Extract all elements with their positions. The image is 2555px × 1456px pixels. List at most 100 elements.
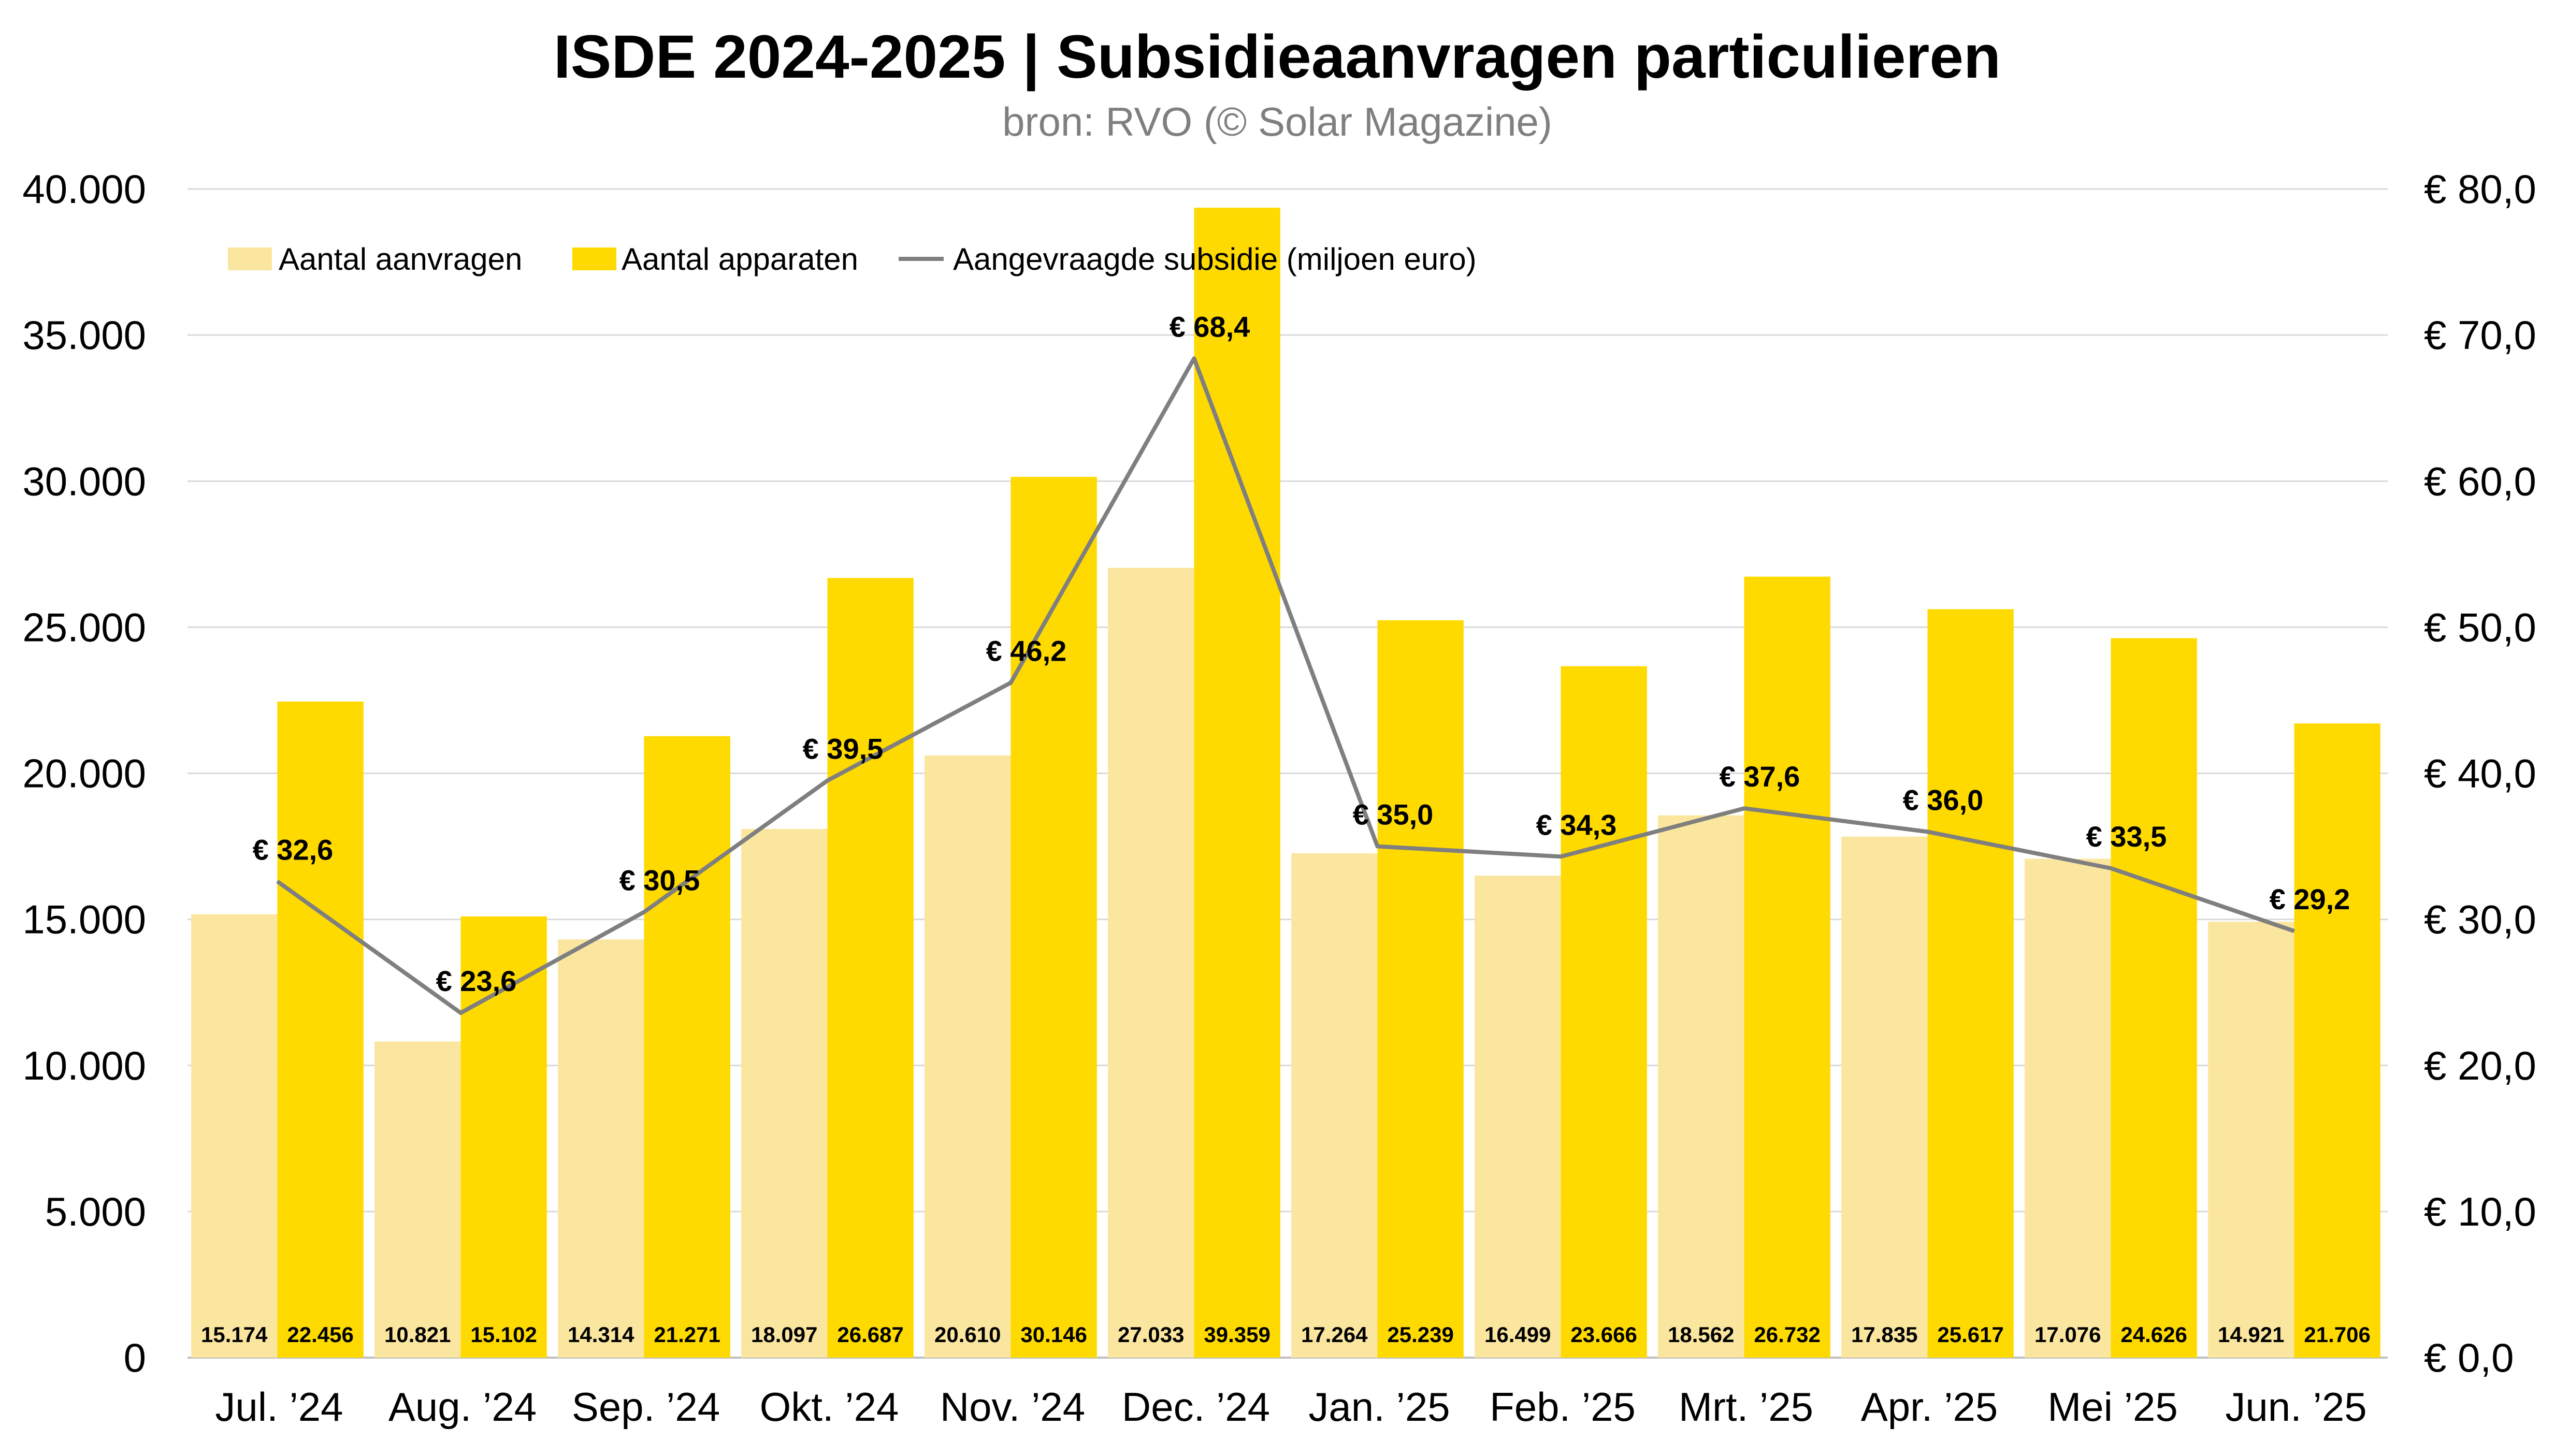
- line-value-label: € 29,2: [2270, 883, 2350, 915]
- bar-value-label: 30.146: [1020, 1322, 1087, 1347]
- x-tick-label: Okt. ’24: [760, 1384, 899, 1430]
- bar-aanvragen: [1108, 567, 1194, 1358]
- bar-aanvragen: [191, 914, 278, 1358]
- y-right-tick-label: € 40,0: [2424, 751, 2536, 796]
- y-left-tick-label: 20.000: [22, 751, 146, 796]
- bar-apparaten: [2111, 638, 2197, 1358]
- y-right-tick-label: € 30,0: [2424, 897, 2536, 942]
- bar-value-label: 24.626: [2120, 1322, 2187, 1347]
- line-value-label: € 34,3: [1536, 808, 1617, 841]
- line-point: [2293, 930, 2295, 932]
- bar-value-label: 27.033: [1118, 1322, 1184, 1347]
- legend-swatch-apparaten: [572, 247, 616, 270]
- bar-value-label: 21.706: [2304, 1322, 2370, 1347]
- y-right-tick-label: € 70,0: [2424, 312, 2536, 358]
- bar-value-label: 25.617: [1937, 1322, 2003, 1347]
- y-left-tick-label: 10.000: [22, 1043, 146, 1088]
- bar-value-label: 39.359: [1204, 1322, 1270, 1347]
- bar-aanvragen: [925, 755, 1011, 1358]
- y-right-tick-label: € 60,0: [2424, 458, 2536, 504]
- y-right-tick-label: € 0,0: [2424, 1335, 2514, 1380]
- bar-apparaten: [644, 736, 730, 1358]
- bar-aanvragen: [1658, 815, 1744, 1358]
- bar-value-label: 26.732: [1754, 1322, 1820, 1347]
- bar-value-label: 14.921: [2218, 1322, 2284, 1347]
- line-point: [1010, 682, 1012, 683]
- line-value-label: € 39,5: [803, 733, 884, 765]
- bar-value-label: 14.314: [568, 1322, 634, 1347]
- y-right-tick-label: € 50,0: [2424, 604, 2536, 650]
- legend-label-aanvragen: Aantal aanvragen: [279, 242, 522, 276]
- bar-apparaten: [1927, 609, 2014, 1358]
- bar-value-label: 15.174: [201, 1322, 268, 1347]
- x-tick-label: Apr. ’25: [1861, 1384, 1998, 1430]
- bar-value-label: 22.456: [287, 1322, 353, 1347]
- bar-aanvragen: [741, 828, 828, 1358]
- x-tick-label: Jul. ’24: [215, 1384, 343, 1430]
- line-point: [1377, 846, 1378, 847]
- line-point: [277, 881, 278, 882]
- line-point: [2110, 867, 2112, 869]
- y-left-tick-label: 15.000: [22, 897, 146, 942]
- bar-value-label: 17.076: [2034, 1322, 2101, 1347]
- bar-value-label: 16.499: [1484, 1322, 1551, 1347]
- line-value-label: € 36,0: [1903, 783, 1984, 816]
- chart-subtitle: bron: RVO (© Solar Magazine): [1002, 99, 1552, 144]
- bar-value-label: 15.102: [470, 1322, 537, 1347]
- x-tick-label: Jan. ’25: [1308, 1384, 1450, 1430]
- bar-value-label: 10.821: [384, 1322, 451, 1347]
- bar-value-label: 21.271: [654, 1322, 720, 1347]
- legend-swatch-aanvragen: [228, 247, 272, 270]
- y-right-tick-label: € 80,0: [2424, 166, 2536, 212]
- x-tick-label: Mrt. ’25: [1679, 1384, 1813, 1430]
- x-tick-label: Sep. ’24: [572, 1384, 720, 1430]
- y-left-tick-label: 5.000: [45, 1189, 146, 1234]
- x-tick-label: Nov. ’24: [940, 1384, 1085, 1430]
- axes: 0 5.000 10.000 15.000 20.000 25.000 30.000 35.0…: [22, 166, 2536, 1430]
- line-value-label: € 46,2: [986, 635, 1067, 667]
- line-value-label: € 33,5: [2086, 820, 2167, 853]
- bar-apparaten: [1744, 576, 1830, 1358]
- y-left-tick-label: 35.000: [22, 312, 146, 358]
- bar-value-label: 20.610: [934, 1322, 1001, 1347]
- bar-apparaten: [1561, 666, 1647, 1358]
- line-point: [827, 780, 828, 781]
- line-value-label: € 35,0: [1353, 798, 1434, 831]
- bar-value-label: 25.239: [1387, 1322, 1453, 1347]
- y-right-tick-label: € 20,0: [2424, 1043, 2536, 1088]
- y-left-tick-label: 30.000: [22, 458, 146, 504]
- x-tick-label: Feb. ’25: [1490, 1384, 1636, 1430]
- bar-aanvragen: [558, 939, 644, 1358]
- y-left-tick-label: 25.000: [22, 604, 146, 650]
- line-point: [1743, 808, 1745, 809]
- line-value-label: € 23,6: [436, 965, 517, 997]
- bar-aanvragen: [2208, 922, 2294, 1358]
- subsidy-line: [276, 356, 2295, 1015]
- legend-label-apparaten: Aantal apparaten: [622, 242, 858, 276]
- x-tick-label: Mei ’25: [2047, 1384, 2177, 1430]
- bar-value-label: 18.097: [751, 1322, 817, 1347]
- line-point: [1560, 856, 1562, 857]
- bar-apparaten: [1194, 208, 1280, 1358]
- x-tick-label: Jun. ’25: [2225, 1384, 2366, 1430]
- bar-value-label: 17.264: [1301, 1322, 1368, 1347]
- subsidy-line-layer: [276, 356, 2295, 1015]
- bar-aanvragen: [374, 1041, 461, 1358]
- bar-value-label: 26.687: [837, 1322, 903, 1347]
- bar-apparaten: [277, 701, 364, 1358]
- x-tick-label: Dec. ’24: [1122, 1384, 1270, 1430]
- line-value-label: € 68,4: [1170, 310, 1250, 343]
- bar-aanvragen: [1475, 876, 1561, 1358]
- y-left-tick-label: 40.000: [22, 166, 146, 212]
- bars: [191, 208, 2380, 1358]
- line-point: [1193, 358, 1195, 359]
- line-point: [1927, 831, 1928, 833]
- line-value-label: € 32,6: [253, 833, 334, 866]
- bar-aanvragen: [2025, 858, 2111, 1358]
- bar-aanvragen: [1291, 853, 1378, 1358]
- data-labels: 15.174 22.456 10.821 15.102 14.314 21.271 18.0…: [201, 310, 2371, 1347]
- bar-apparaten: [2294, 723, 2380, 1358]
- y-right-tick-label: € 10,0: [2424, 1189, 2536, 1234]
